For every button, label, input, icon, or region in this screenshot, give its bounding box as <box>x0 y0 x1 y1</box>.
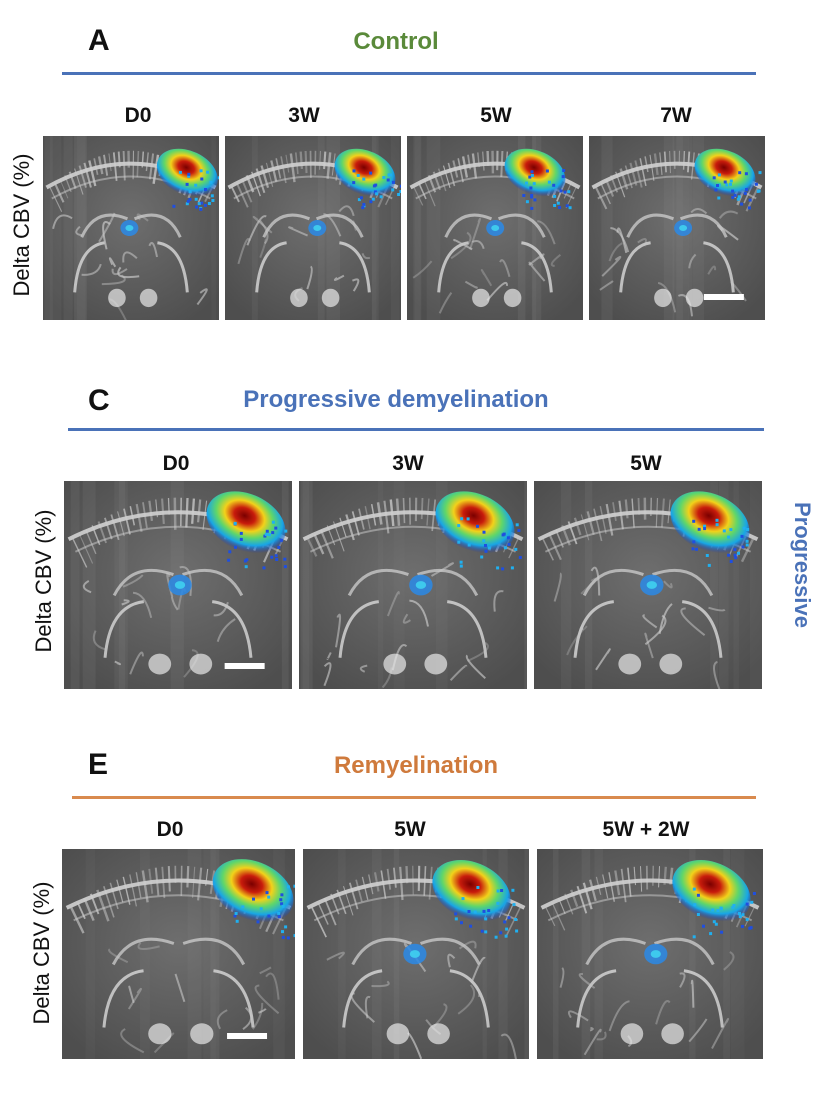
column-label-e-5w-2w: 5W + 2W <box>602 818 690 841</box>
brain-scan-c-3w <box>299 481 527 689</box>
divider-control <box>62 72 756 75</box>
brain-scan-graphic <box>407 136 583 320</box>
brain-scan-a-7w <box>589 136 765 320</box>
panel-letter-e: E <box>88 748 109 781</box>
column-label-c-3w: 3W <box>392 452 424 475</box>
y-axis-label-c: Delta CBV (%) <box>31 509 56 653</box>
brain-scan-e-d0 <box>62 849 295 1059</box>
column-label-a-3w: 3W <box>288 104 320 127</box>
brain-scan-c-5w <box>534 481 762 689</box>
brain-scan-graphic <box>303 849 529 1059</box>
column-label-e-5w: 5W <box>394 818 426 841</box>
brain-scan-graphic <box>225 136 401 320</box>
column-label-c-5w: 5W <box>630 452 662 475</box>
section-title-control: Control <box>353 28 439 55</box>
column-label-a-5w: 5W <box>480 104 512 127</box>
divider-progressive <box>68 428 764 431</box>
brain-scan-graphic <box>43 136 219 320</box>
brain-scan-c-d0 <box>64 481 292 689</box>
section-title-remyelination: Remyelination <box>333 752 499 779</box>
y-axis-label-a: Delta CBV (%) <box>9 153 34 297</box>
brain-scan-graphic <box>534 481 762 689</box>
brain-scan-a-3w <box>225 136 401 320</box>
brain-scan-graphic <box>64 481 292 689</box>
section-title-progressive: Progressive demyelination <box>243 386 549 413</box>
brain-scan-graphic <box>299 481 527 689</box>
column-label-c-d0: D0 <box>162 452 190 475</box>
column-label-e-d0: D0 <box>156 818 184 841</box>
side-label-progressive: Progressive <box>790 502 815 628</box>
brain-scan-graphic <box>62 849 295 1059</box>
column-label-a-7w: 7W <box>660 104 692 127</box>
divider-remyelination <box>72 796 756 799</box>
brain-scan-a-d0 <box>43 136 219 320</box>
brain-scan-graphic <box>537 849 763 1059</box>
panel-letter-c: C <box>88 384 110 417</box>
brain-scan-graphic <box>589 136 765 320</box>
brain-scan-a-5w <box>407 136 583 320</box>
y-axis-label-e: Delta CBV (%) <box>29 881 54 1025</box>
brain-scan-e-5w-2w <box>537 849 763 1059</box>
column-label-a-d0: D0 <box>124 104 152 127</box>
brain-scan-e-5w <box>303 849 529 1059</box>
panel-letter-a: A <box>88 24 110 57</box>
